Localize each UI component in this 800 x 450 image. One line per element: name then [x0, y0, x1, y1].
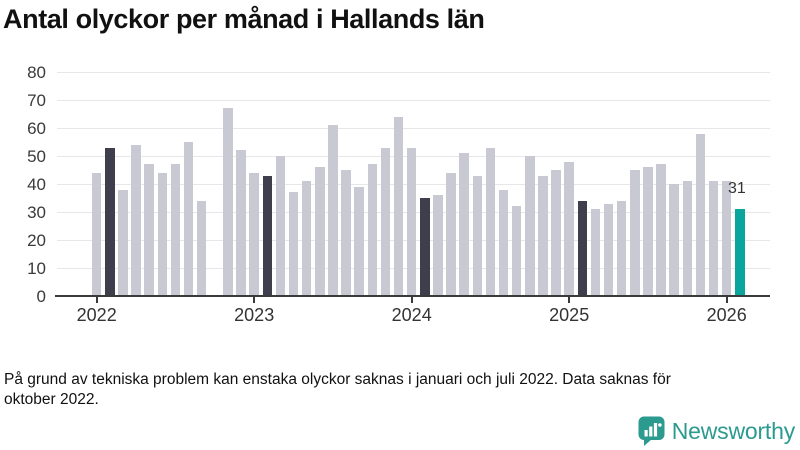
bar-2024-04 [446, 172, 456, 296]
x-axis-tick-2023 [253, 297, 256, 303]
bar-2022-08 [183, 142, 194, 296]
y-axis-label-60: 60 [27, 119, 46, 138]
x-axis-label-2022: 2022 [76, 305, 117, 325]
bar-2023-05 [301, 181, 312, 296]
bar-2024-08 [498, 189, 509, 296]
bar-2024-06 [472, 175, 483, 296]
x-axis-tick-2026 [725, 297, 728, 303]
bar-2025-08 [656, 164, 666, 296]
bar-2023-04 [288, 192, 299, 296]
bar-2025-11 [695, 133, 706, 296]
gridline-80 [57, 72, 770, 73]
bar-2026-02 [735, 209, 745, 296]
bar-2023-03 [275, 156, 286, 296]
bar-2025-01 [564, 161, 574, 296]
chart-footnote: På grund av tekniska problem kan enstaka… [4, 371, 671, 408]
y-axis-label-10: 10 [27, 259, 46, 278]
bar-2022-01 [91, 172, 102, 296]
bar-2025-09 [669, 184, 679, 296]
bar-2024-12 [551, 170, 561, 296]
bar-2023-06 [315, 167, 325, 296]
bar-2023-09 [354, 186, 364, 296]
gridline-60 [57, 128, 770, 129]
bar-2025-10 [682, 181, 693, 296]
x-axis-tick-2022 [95, 297, 98, 303]
x-axis-line [55, 295, 770, 297]
y-axis-label-40: 40 [27, 175, 46, 194]
bar-2025-06 [630, 170, 640, 296]
y-axis-label-80: 80 [27, 63, 46, 82]
bar-2025-03 [590, 209, 601, 296]
bar-2022-11 [223, 108, 233, 296]
y-axis-label-50: 50 [27, 147, 46, 166]
bar-2025-04 [603, 203, 614, 296]
bar-value-annotation: 31 [728, 180, 746, 198]
x-axis-tick-2025 [568, 297, 571, 303]
bar-2022-04 [131, 144, 141, 296]
newsworthy-logo[interactable]: Newsworthy [638, 416, 795, 446]
y-axis-label-30: 30 [27, 203, 46, 222]
bar-2022-06 [157, 172, 168, 296]
bar-2022-05 [144, 164, 154, 296]
bar-2024-07 [485, 147, 496, 296]
bar-2025-02 [577, 200, 588, 296]
bar-chart: 0 10 20 30 40 50 60 70 80 2022 2023 2024 2025 2026 31 [27, 63, 770, 325]
gridline-70 [57, 100, 770, 101]
bar-2026-01 [721, 181, 732, 296]
bar-2025-07 [643, 167, 653, 296]
y-axis-label-20: 20 [27, 231, 46, 250]
bar-2022-07 [170, 164, 181, 296]
bar-2024-01 [406, 147, 417, 296]
bar-2024-09 [511, 206, 522, 296]
bar-2023-02 [262, 175, 273, 296]
x-axis-label-2023: 2023 [234, 305, 275, 325]
newsworthy-bubble-chart-icon [638, 416, 665, 446]
bar-2024-05 [459, 153, 469, 296]
x-axis-label-2025: 2025 [549, 305, 590, 325]
bar-2025-12 [708, 181, 719, 296]
bar-2022-03 [118, 189, 128, 296]
bar-2024-11 [538, 175, 548, 296]
bar-2023-12 [393, 116, 404, 296]
y-axis-label-0: 0 [36, 287, 46, 306]
bar-2023-11 [380, 147, 391, 296]
bar-2023-01 [249, 172, 259, 296]
newsworthy-wordmark: Newsworthy [671, 417, 795, 444]
bar-2022-12 [236, 150, 246, 296]
bar-2023-10 [367, 164, 378, 296]
x-axis-tick-2024 [410, 297, 413, 303]
bar-2023-07 [328, 125, 338, 296]
x-axis-label-2026: 2026 [706, 305, 747, 325]
bar-2022-09 [196, 200, 207, 296]
chart-title: Antal olyckor per månad i Hallands län [3, 4, 485, 34]
x-axis-label-2024: 2024 [391, 305, 432, 325]
bar-2024-10 [525, 156, 535, 296]
y-axis-label-70: 70 [27, 91, 46, 110]
bar-2024-02 [420, 198, 430, 296]
bar-2025-05 [616, 200, 627, 296]
bar-2024-03 [433, 195, 443, 296]
bar-2023-08 [341, 170, 351, 296]
bar-2022-02 [105, 147, 115, 296]
